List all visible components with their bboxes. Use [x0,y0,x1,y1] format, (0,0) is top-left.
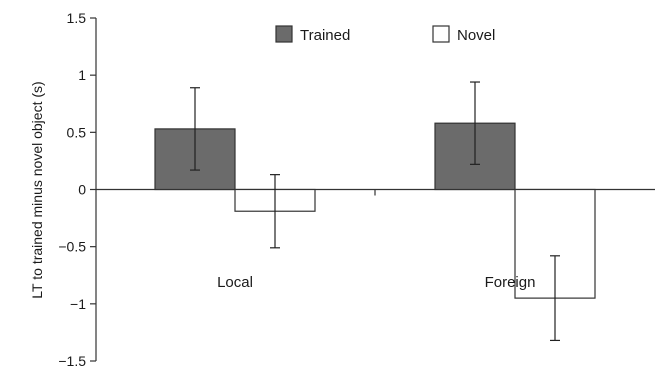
y-tick-label: 1.5 [67,10,87,26]
y-tick-label: 1 [78,67,86,83]
y-tick-label: −1.5 [58,353,86,369]
category-label: Foreign [485,274,536,291]
legend-label-trained: Trained [300,27,350,44]
y-tick-label: −1 [70,296,86,312]
y-tick-label: 0.5 [67,124,87,140]
legend-swatch-trained [275,25,293,43]
y-tick-label: 0 [78,182,86,198]
y-axis-label: LT to trained minus novel object (s) [29,81,45,298]
y-tick-label: −0.5 [58,239,86,255]
category-label: Local [217,274,253,291]
legend: Trained Novel [275,25,495,44]
plot-area: 1.5 1 0.5 0 −0.5 −1 −1.5 Local Foreign [58,10,655,369]
legend-label-novel: Novel [457,27,495,44]
legend-swatch-novel [432,25,450,43]
